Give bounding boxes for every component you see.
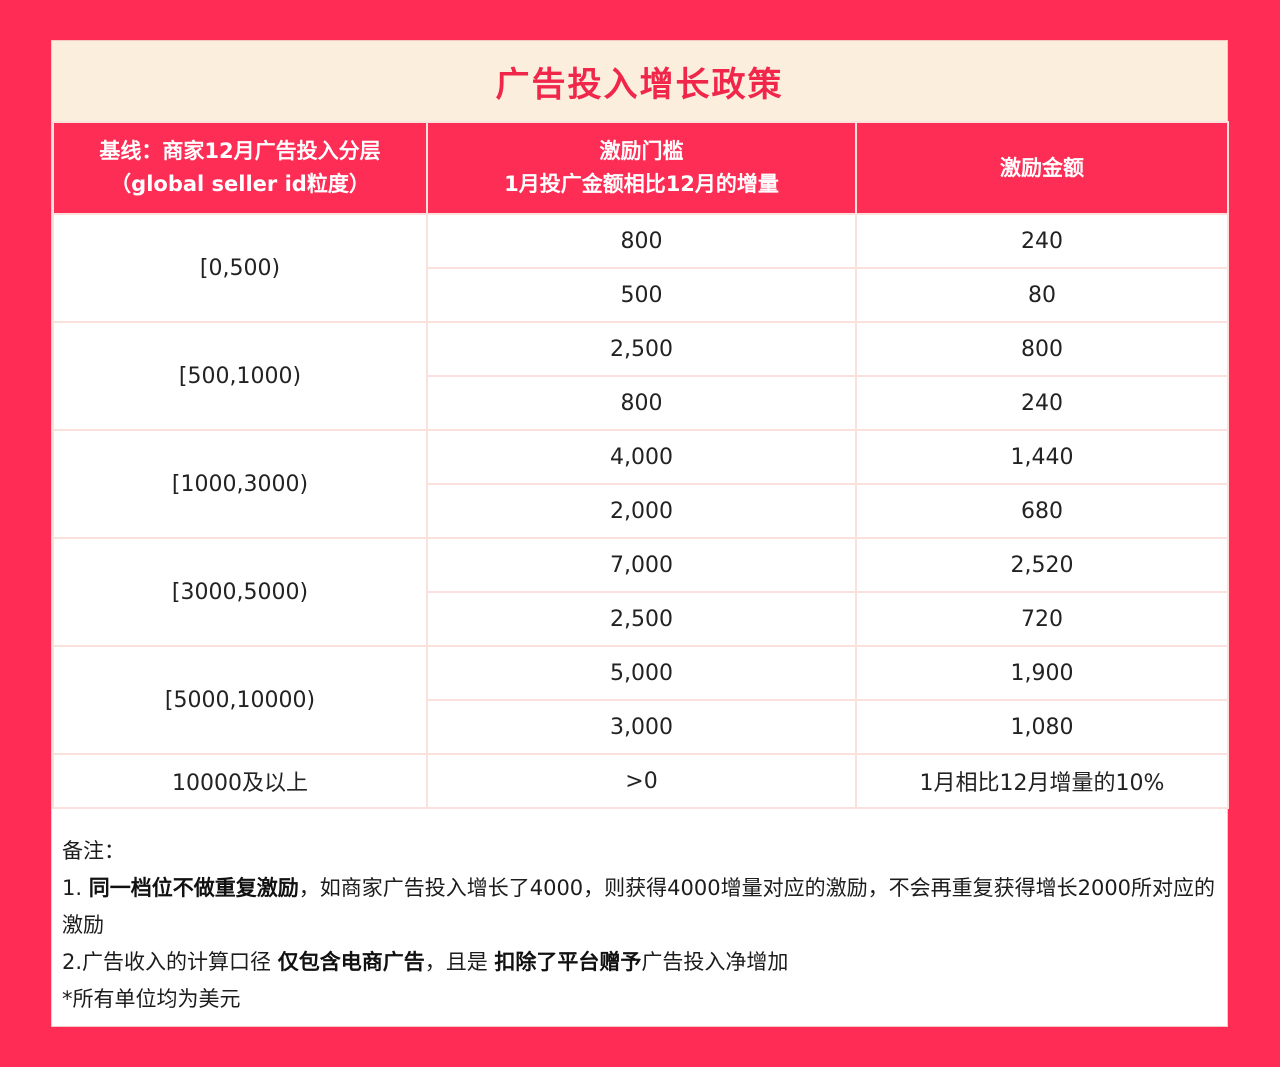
reward-cell: 800 [855, 321, 1229, 377]
header-baseline-line1: 基线：商家12月广告投入分层 [99, 139, 381, 163]
table-row: 2,500 720 [53, 591, 1229, 647]
table-row: [0,500) 800 240 [52, 213, 1229, 323]
reward-cell: 1,440 [855, 429, 1229, 485]
baseline-cell: [5000,10000) [52, 645, 428, 755]
threshold-cell: 2,500 [426, 321, 857, 377]
header-baseline-line2: （global seller id粒度） [110, 172, 370, 196]
table-row: 2,000 680 [53, 483, 1229, 539]
note-2-text: 广告投入净增加 [641, 950, 789, 974]
reward-cell: 240 [855, 375, 1229, 431]
note-2-emphasis-1: 仅包含电商广告 [277, 950, 425, 974]
note-2: 2.广告收入的计算口径 仅包含电商广告，且是 扣除了平台赠予广告投入净增加 [62, 944, 1217, 981]
threshold-cell: >0 [426, 753, 857, 809]
policy-table: 基线：商家12月广告投入分层 （global seller id粒度） 激励门槛… [52, 121, 1229, 809]
threshold-cell: 500 [426, 267, 857, 323]
reward-cell: 2,520 [855, 537, 1229, 593]
threshold-cell: 800 [426, 213, 857, 269]
reward-cell: 240 [855, 213, 1229, 269]
table-row: [3000,5000) 7,000 2,520 [52, 537, 1229, 647]
threshold-cell: 800 [426, 375, 857, 431]
threshold-cell: 5,000 [426, 645, 857, 701]
page-title: 广告投入增长政策 [495, 64, 784, 105]
baseline-cell: [3000,5000) [52, 537, 428, 647]
notes-heading: 备注： [62, 839, 125, 863]
table-row: [5000,10000) 5,000 1,900 [52, 645, 1229, 755]
threshold-cell: 4,000 [426, 429, 857, 485]
table-row-last: 10000及以上 >0 1月相比12月增量的10% [52, 753, 1229, 809]
reward-cell: 80 [855, 267, 1229, 323]
note-2-emphasis-2: 扣除了平台赠予 [494, 950, 642, 974]
notes-section: 备注： 1. 同一档位不做重复激励，如商家广告投入增长了4000，则获得4000… [62, 833, 1217, 1018]
reward-cell: 720 [855, 591, 1229, 647]
table-row: 500 80 [53, 267, 1229, 323]
table-row: 800 240 [53, 375, 1229, 431]
note-1-emphasis: 同一档位不做重复激励 [88, 876, 299, 900]
note-1-text: ，如商家广告投入增长了4000，则获得4000增量对应的激励，不会再重复获得增长… [62, 876, 1216, 937]
reward-cell: 1,080 [855, 699, 1229, 755]
header-row: 基线：商家12月广告投入分层 （global seller id粒度） 激励门槛… [52, 121, 1229, 215]
note-1: 1. 同一档位不做重复激励，如商家广告投入增长了4000，则获得4000增量对应… [62, 870, 1217, 944]
reward-cell: 1,900 [855, 645, 1229, 701]
baseline-cell: [0,500) [52, 213, 428, 323]
header-threshold-line2: 1月投广金额相比12月的增量 [504, 172, 779, 196]
reward-cell: 1月相比12月增量的10% [855, 753, 1229, 809]
note-2-mid: ，且是 [424, 950, 495, 974]
note-1-prefix: 1. [62, 876, 89, 900]
table-row: [1000,3000) 4,000 1,440 [52, 429, 1229, 539]
threshold-cell: 2,000 [426, 483, 857, 539]
header-baseline: 基线：商家12月广告投入分层 （global seller id粒度） [52, 121, 428, 215]
table-row: [500,1000) 2,500 800 [52, 321, 1229, 431]
reward-cell: 680 [855, 483, 1229, 539]
baseline-cell: 10000及以上 [52, 753, 428, 809]
note-3: *所有单位均为美元 [62, 987, 241, 1011]
baseline-cell: [1000,3000) [52, 429, 428, 539]
note-2-prefix: 2.广告收入的计算口径 [62, 950, 278, 974]
baseline-cell: [500,1000) [52, 321, 428, 431]
header-reward: 激励金额 [855, 121, 1229, 215]
policy-card: 广告投入增长政策 基线：商家12月广告投入分层 （global seller i… [51, 40, 1229, 1027]
threshold-cell: 2,500 [426, 591, 857, 647]
table-row: 3,000 1,080 [53, 699, 1229, 755]
header-threshold-line1: 激励门槛 [599, 139, 684, 163]
threshold-cell: 7,000 [426, 537, 857, 593]
title-bar: 广告投入增长政策 [52, 41, 1227, 121]
threshold-cell: 3,000 [426, 699, 857, 755]
header-threshold: 激励门槛 1月投广金额相比12月的增量 [426, 121, 857, 215]
